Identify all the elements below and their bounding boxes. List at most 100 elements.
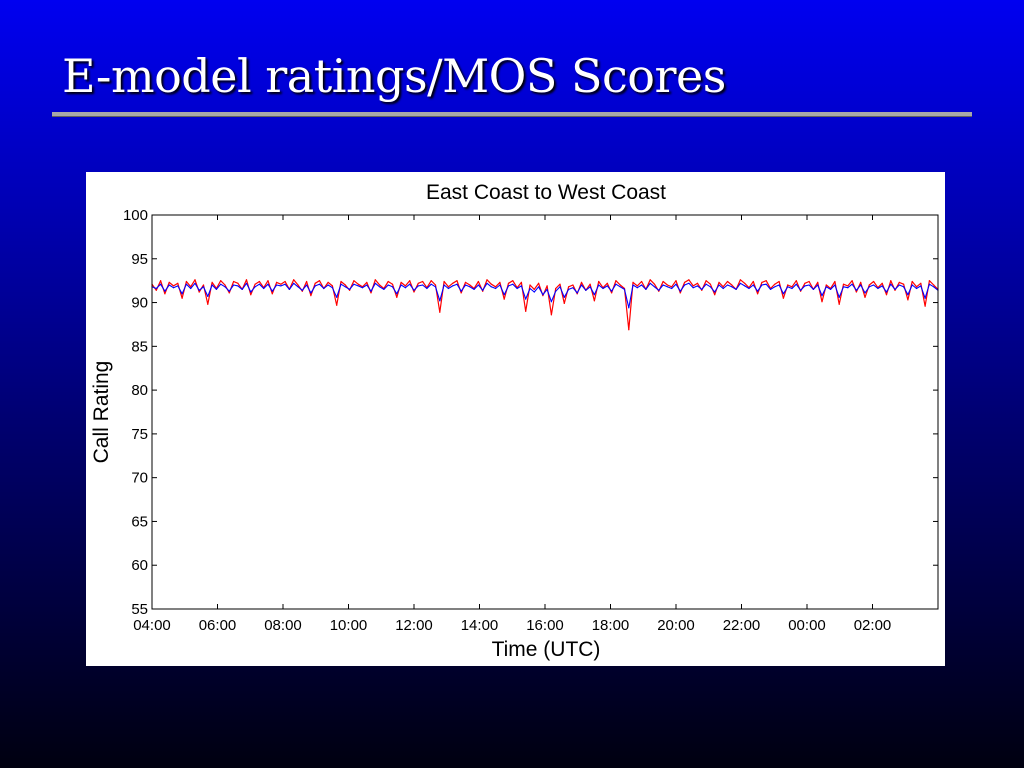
data-point (233, 284, 235, 286)
data-point (688, 282, 690, 284)
data-point (340, 280, 342, 283)
x-tick-label: 22:00 (723, 617, 761, 634)
data-point (894, 288, 896, 290)
data-point (490, 286, 492, 288)
data-point (911, 280, 913, 283)
data-point (709, 283, 712, 285)
data-point (774, 286, 776, 288)
data-point (301, 290, 303, 292)
data-point (881, 285, 883, 287)
y-tick-label: 95 (131, 251, 148, 268)
data-point (327, 284, 329, 286)
data-point (860, 281, 862, 283)
data-point (774, 283, 776, 285)
data-point (250, 294, 252, 296)
y-tick-label: 65 (131, 513, 148, 530)
data-point (855, 291, 858, 293)
data-point (181, 297, 183, 299)
data-point (873, 280, 875, 283)
data-point (761, 284, 763, 286)
data-point (357, 283, 359, 285)
data-point (349, 289, 351, 291)
data-point (533, 288, 535, 290)
data-point (825, 284, 827, 286)
data-point (177, 285, 179, 287)
data-point (671, 287, 673, 290)
data-point (808, 284, 810, 286)
data-point (477, 280, 479, 283)
data-point (778, 280, 780, 283)
data-point (439, 300, 441, 302)
data-point (306, 284, 308, 286)
data-point (353, 283, 355, 285)
data-point (430, 280, 432, 282)
data-point (250, 291, 252, 293)
data-point (817, 281, 819, 283)
data-point (280, 285, 282, 287)
data-point (529, 284, 531, 286)
data-point (160, 280, 162, 282)
x-tick-label: 16:00 (526, 617, 564, 634)
data-point (619, 286, 621, 288)
data-point (701, 289, 703, 291)
data-point (202, 286, 205, 288)
data-point (443, 284, 445, 286)
data-point (666, 286, 669, 288)
data-point (636, 285, 638, 287)
data-point (757, 290, 759, 292)
data-point (907, 294, 909, 296)
data-point (696, 282, 699, 284)
data-point (559, 283, 561, 285)
data-point (327, 281, 329, 283)
data-point (821, 301, 823, 303)
data-point (847, 285, 849, 287)
data-point (456, 283, 458, 285)
data-point (267, 280, 269, 282)
data-point (658, 289, 660, 291)
data-point (679, 292, 681, 294)
data-point (782, 297, 785, 299)
data-point (765, 280, 767, 282)
data-point (224, 284, 226, 286)
data-point (920, 285, 922, 287)
data-point (477, 284, 479, 286)
data-point (190, 286, 192, 288)
data-point (422, 280, 424, 283)
data-point (172, 285, 175, 287)
data-point (361, 287, 364, 289)
data-point (542, 295, 544, 297)
data-point (709, 286, 712, 288)
data-point (855, 289, 858, 291)
data-point (907, 299, 909, 301)
data-point (602, 287, 604, 290)
data-point (881, 282, 883, 284)
data-point (684, 281, 686, 283)
data-point (349, 288, 351, 290)
data-point (207, 295, 209, 297)
data-point (374, 279, 376, 281)
data-point (684, 284, 686, 286)
data-point (769, 288, 772, 290)
data-point (714, 291, 716, 293)
data-point (782, 293, 785, 295)
data-point (576, 293, 578, 295)
data-point (800, 290, 802, 292)
data-point (233, 280, 235, 283)
data-point (271, 290, 273, 292)
data-point (409, 280, 411, 282)
data-point (692, 285, 694, 287)
data-point (426, 287, 428, 290)
x-tick-label: 10:00 (330, 617, 368, 634)
x-tick-label: 02:00 (854, 617, 892, 634)
y-tick-label: 60 (131, 557, 148, 574)
chart-title: East Coast to West Coast (426, 181, 666, 204)
data-point (632, 284, 634, 286)
data-point (409, 283, 411, 285)
data-point (701, 288, 703, 290)
x-tick-label: 14:00 (461, 617, 499, 634)
data-point (177, 282, 179, 284)
data-point (443, 280, 445, 283)
data-point (731, 286, 733, 288)
data-point (460, 290, 462, 292)
data-point (885, 291, 888, 293)
